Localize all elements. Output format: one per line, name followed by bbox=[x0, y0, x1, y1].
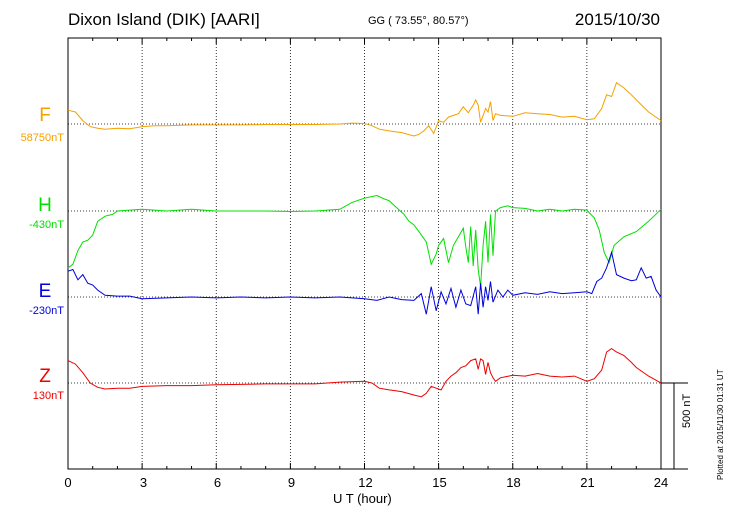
component-label-F: F bbox=[39, 105, 51, 126]
station-title: Dixon Island (DIK) [AARI] bbox=[68, 10, 260, 29]
baseline-label-F: 58750nT bbox=[20, 132, 64, 144]
x-tick-label: 12 bbox=[358, 475, 373, 490]
baseline-label-E: -230nT bbox=[29, 305, 64, 317]
component-label-E: E bbox=[38, 281, 52, 302]
series-line-F bbox=[67, 81, 662, 137]
scale-bar-label: 500 nT bbox=[681, 393, 693, 428]
x-tick-label: 9 bbox=[287, 475, 296, 490]
x-tick-label: 18 bbox=[506, 475, 521, 490]
x-tick-label: 3 bbox=[139, 475, 148, 490]
plotted-timestamp: Plotted at 2015/11/30 01:31 UT bbox=[716, 369, 725, 480]
x-tick-label: 6 bbox=[213, 475, 222, 490]
baseline-label-H: -430nT bbox=[29, 219, 64, 231]
series-line-Z bbox=[67, 347, 662, 398]
x-tick-label: 24 bbox=[653, 475, 669, 490]
baseline-label-Z: 130nT bbox=[32, 390, 64, 402]
series-line-E bbox=[67, 250, 662, 315]
x-tick-label: 15 bbox=[432, 475, 447, 490]
geographic-coordinates: GG ( 73.55°, 80.57°) bbox=[368, 15, 469, 27]
series-line-H bbox=[67, 194, 662, 287]
component-label-Z: Z bbox=[39, 366, 51, 387]
x-tick-label: 21 bbox=[580, 475, 595, 490]
observation-date: 2015/10/30 bbox=[574, 10, 660, 29]
x-tick-label: 0 bbox=[64, 475, 72, 490]
component-label-H: H bbox=[38, 195, 52, 216]
x-axis-label: U T (hour) bbox=[333, 491, 392, 506]
